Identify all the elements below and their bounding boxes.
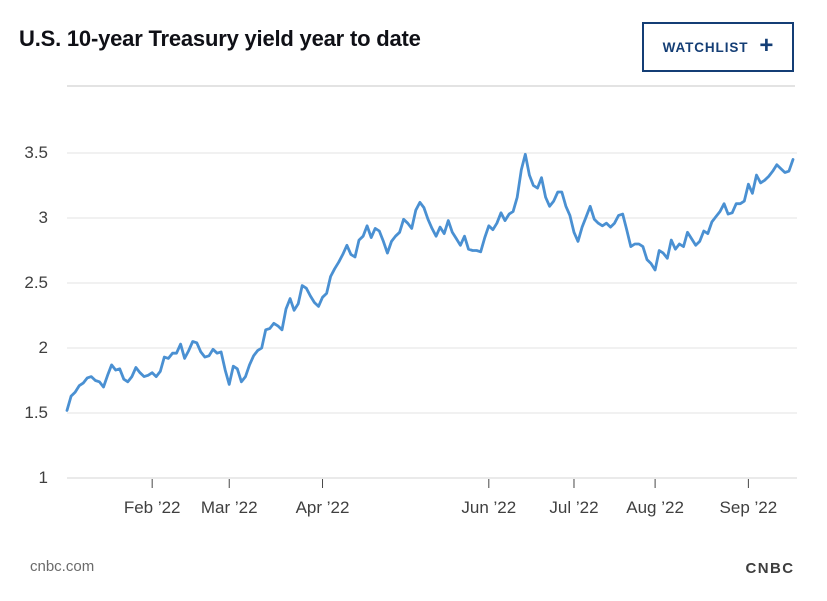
y-axis-tick-label: 3: [38, 208, 48, 227]
cnbc-logo: CNBC: [744, 531, 796, 577]
x-axis-tick-label: Jul ’22: [549, 498, 599, 517]
plus-icon: +: [759, 31, 774, 59]
cnbc-logo-text: CNBC: [745, 560, 795, 577]
y-axis-tick-label: 2.5: [24, 273, 48, 292]
plot-area[interactable]: [67, 153, 793, 478]
y-axis-tick-label: 1.5: [24, 403, 48, 422]
y-axis-tick-label: 1: [38, 468, 48, 487]
y-axis-tick-label: 2: [38, 338, 48, 357]
watchlist-button[interactable]: WATCHLIST +: [642, 22, 794, 72]
y-axis-tick-label: 3.5: [24, 143, 48, 162]
cnbc-peacock-icon: [745, 531, 795, 561]
source-text: cnbc.com: [30, 558, 95, 575]
x-axis-tick-label: Mar ’22: [200, 498, 258, 517]
x-axis-tick-label: Apr ’22: [295, 498, 350, 517]
yield-line-series[interactable]: [65, 152, 795, 412]
watchlist-button-label: WATCHLIST: [662, 39, 749, 55]
x-axis-tick-label: Sep ’22: [719, 498, 778, 517]
header-divider: [67, 85, 795, 87]
x-axis-tick-label: Jun ’22: [461, 498, 517, 517]
x-axis-tick-label: Feb ’22: [123, 498, 181, 517]
page-title: U.S. 10-year Treasury yield year to date: [19, 26, 421, 51]
x-axis-tick-label: Aug ’22: [626, 498, 684, 517]
